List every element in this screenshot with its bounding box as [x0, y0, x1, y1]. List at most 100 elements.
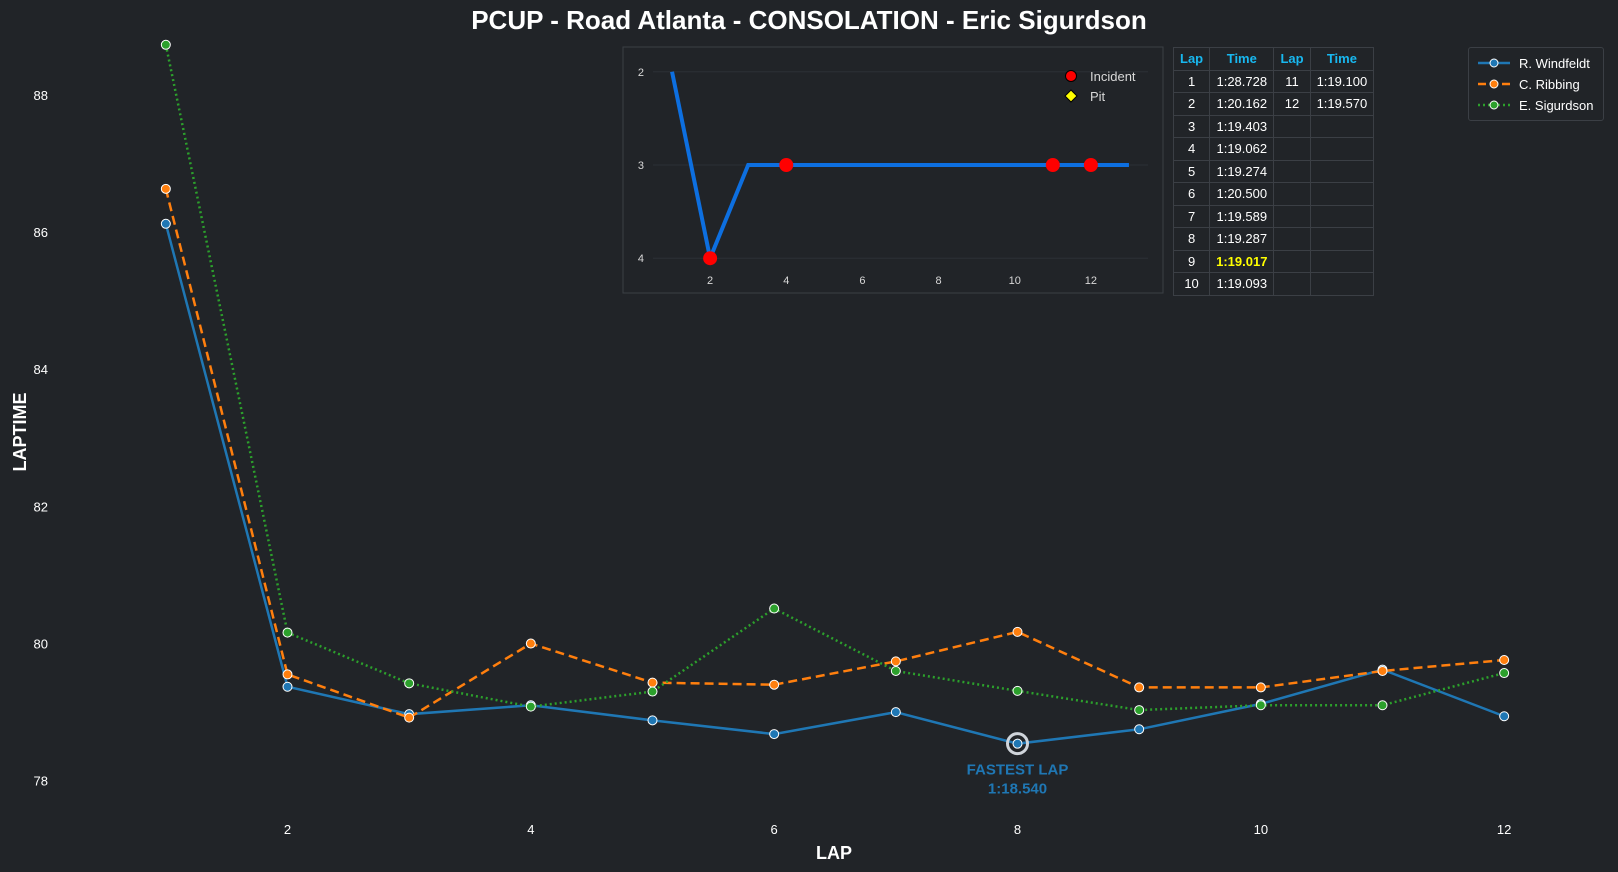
inset-x-tick-label: 8: [936, 275, 942, 287]
lap-number-cell: 8: [1172, 227, 1211, 251]
y-axis-label: LAPTIME: [10, 393, 30, 472]
table-row: 1 1:28.728 11 1:19.100: [1172, 69, 1375, 93]
header-time: Time: [1309, 47, 1375, 71]
y-tick-label: 84: [34, 362, 48, 377]
incident-marker: [1083, 158, 1098, 172]
series-point: [1377, 665, 1388, 676]
inset-y-tick-label: 3: [638, 160, 644, 172]
series-point: [1499, 655, 1510, 665]
main-legend: R. Windfeldt C. Ribbing E. Sigurdson: [1468, 47, 1604, 121]
lap-number-cell: 9: [1172, 249, 1211, 273]
table-row: 3 1:19.403: [1172, 114, 1375, 138]
x-tick-label: 6: [771, 822, 778, 837]
incident-legend-marker: [1065, 70, 1077, 82]
lap-number-cell: 1: [1172, 69, 1211, 93]
lap-number-cell: [1273, 114, 1311, 138]
series-point: [160, 39, 171, 50]
series-point: [890, 665, 901, 676]
lap-number-cell: 10: [1172, 272, 1211, 296]
lap-number-cell: 7: [1172, 204, 1211, 228]
series-line: [164, 44, 1505, 712]
lap-number-cell: [1273, 204, 1311, 228]
series-point: [1377, 700, 1388, 711]
series-point: [647, 677, 658, 688]
x-axis-label: LAP: [816, 843, 852, 863]
y-tick-label: 86: [34, 225, 48, 240]
lap-time-cell: 1:19.570: [1309, 92, 1375, 116]
series-point: [769, 603, 780, 614]
legend-entry: E. Sigurdson: [1477, 96, 1593, 114]
y-tick-label: 80: [34, 637, 48, 652]
series-point: [1499, 668, 1510, 679]
header-time: Time: [1209, 47, 1275, 71]
series-point: [1012, 738, 1023, 749]
lap-time-cell: [1309, 159, 1375, 183]
lap-number-cell: 11: [1273, 69, 1311, 93]
legend-label: E. Sigurdson: [1519, 97, 1594, 113]
series-point: [890, 707, 901, 718]
table-row: 5 1:19.274: [1172, 159, 1375, 183]
lap-time-cell: 1:20.500: [1209, 182, 1275, 206]
lap-number-cell: 12: [1273, 92, 1311, 116]
lap-time-cell: 1:19.100: [1309, 69, 1375, 93]
lap-number-cell: [1273, 227, 1311, 251]
pit-legend-marker: [1064, 89, 1078, 103]
lap-time-cell: [1309, 137, 1375, 161]
lap-time-cell: [1309, 272, 1375, 296]
table-header-row: Lap Time Lap Time: [1172, 47, 1375, 71]
lap-number-cell: [1273, 249, 1311, 273]
table-row: 2 1:20.162 12 1:19.570: [1172, 92, 1375, 116]
inset-x-tick-label: 6: [859, 275, 865, 287]
x-tick-label: 12: [1497, 822, 1511, 837]
inset-x-tick-label: 2: [707, 275, 713, 287]
lap-time-cell: 1:19.093: [1209, 272, 1275, 296]
lap-time-cell: [1309, 204, 1375, 228]
series-point: [1499, 711, 1510, 722]
lap-number-cell: 5: [1172, 159, 1211, 183]
lap-number-cell: 3: [1172, 114, 1211, 138]
lap-time-cell: 1:19.062: [1209, 137, 1275, 161]
table-row: 8 1:19.287: [1172, 227, 1375, 251]
inset-y-tick-label: 4: [638, 253, 644, 265]
legend-line-icon: [1478, 79, 1510, 89]
series-point: [160, 183, 171, 194]
inset-legend: Incident Pit: [1064, 69, 1136, 104]
y-tick-label: 82: [34, 499, 48, 514]
lap-time-cell: [1309, 249, 1375, 273]
x-tick-label: 4: [527, 822, 534, 837]
incident-legend-label: Incident: [1090, 69, 1136, 84]
fastest-lap-time: 1:18.540: [988, 781, 1047, 798]
lap-time-cell: 1:19.017: [1209, 249, 1275, 273]
lap-time-cell: 1:19.274: [1209, 159, 1275, 183]
series-point: [404, 678, 415, 689]
lap-time-cell: [1309, 182, 1375, 206]
legend-line-icon: [1478, 100, 1510, 110]
lap-time-cell: 1:20.162: [1209, 92, 1275, 116]
fastest-lap-label: FASTEST LAP: [967, 762, 1069, 779]
lap-time-cell: 1:19.403: [1209, 114, 1275, 138]
x-tick-label: 10: [1254, 822, 1268, 837]
lap-time-cell: 1:28.728: [1209, 69, 1275, 93]
series-point: [769, 679, 780, 690]
series-point: [525, 701, 536, 712]
inset-x-tick-label: 12: [1085, 275, 1097, 287]
inset-x-tick-label: 10: [1009, 275, 1021, 287]
series-point: [282, 669, 293, 680]
series-line: [164, 188, 1505, 719]
lap-number-cell: [1273, 159, 1311, 183]
lap-number-cell: [1273, 137, 1311, 161]
lap-time-cell: [1309, 114, 1375, 138]
series-point: [525, 638, 536, 649]
table-row: 9 1:19.017: [1172, 249, 1375, 273]
lap-number-cell: 6: [1172, 182, 1211, 206]
lap-number-cell: 2: [1172, 92, 1211, 116]
inset-y-tick-label: 2: [638, 67, 644, 79]
series-point: [404, 712, 415, 723]
lap-number-cell: [1273, 272, 1311, 296]
legend-entry: C. Ribbing: [1477, 75, 1580, 93]
series-point: [1134, 705, 1145, 716]
series-point: [890, 656, 901, 667]
legend-label: R. Windfeldt: [1519, 55, 1590, 71]
